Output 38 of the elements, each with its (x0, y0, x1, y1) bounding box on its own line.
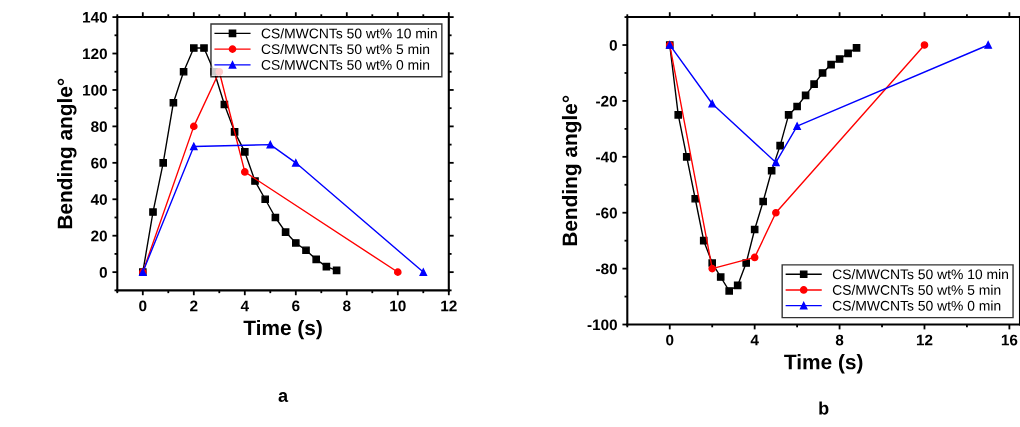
y-tick-label: -100 (587, 319, 617, 331)
x-tick-label: 12 (916, 334, 933, 346)
legend-label: CS/MWCNTs 50 wt% 5 min (832, 284, 1001, 295)
x-tick-label: 16 (1001, 334, 1018, 346)
y-tick-label: -20 (596, 95, 617, 107)
y-tick-label: 0 (99, 267, 107, 278)
y-tick-label: 120 (83, 48, 107, 60)
x-tick-label: 0 (666, 334, 674, 346)
y-tick-label: 20 (91, 230, 107, 242)
x-tick-label: 8 (343, 300, 351, 312)
legend-label: CS/MWCNTs 50 wt% 10 min (261, 28, 437, 39)
x-tick-label: 2 (190, 300, 198, 312)
text: a (278, 392, 289, 402)
x-tick-label: 6 (292, 300, 300, 312)
x-tick-label: 0 (139, 300, 147, 312)
y-tick-label: -60 (596, 207, 617, 219)
x-tick-label: 4 (240, 300, 249, 312)
y-tick-label: 80 (91, 121, 107, 133)
x-axis-title: Time (s) (243, 319, 322, 340)
legend-label: CS/MWCNTs 50 wt% 5 min (261, 43, 430, 55)
y-tick-label: 100 (83, 84, 107, 96)
y-axis-title: Bending angle° (57, 78, 77, 229)
x-tick-label: 10 (390, 300, 406, 312)
x-tick-label: 12 (441, 300, 457, 312)
x-axis-title: Time (s) (784, 354, 863, 374)
legend-label: CS/MWCNTs 50 wt% 0 min (832, 300, 1001, 311)
y-tick-label: 0 (609, 39, 617, 51)
y-tick-label: -80 (596, 263, 617, 275)
legend-label: CS/MWCNTs 50 wt% 10 min (832, 269, 1008, 280)
y-tick-label: 40 (90, 194, 107, 205)
legend-label: CS/MWCNTs 50 wt% 0 min (261, 59, 430, 70)
x-tick-label: 4 (750, 334, 759, 346)
text: b (819, 401, 829, 415)
y-axis-title: Bending angle° (561, 95, 582, 246)
y-tick-label: 140 (83, 11, 107, 23)
y-tick-label: -40 (596, 151, 617, 163)
x-tick-label: 8 (835, 334, 844, 346)
y-tick-label: 60 (91, 157, 107, 169)
